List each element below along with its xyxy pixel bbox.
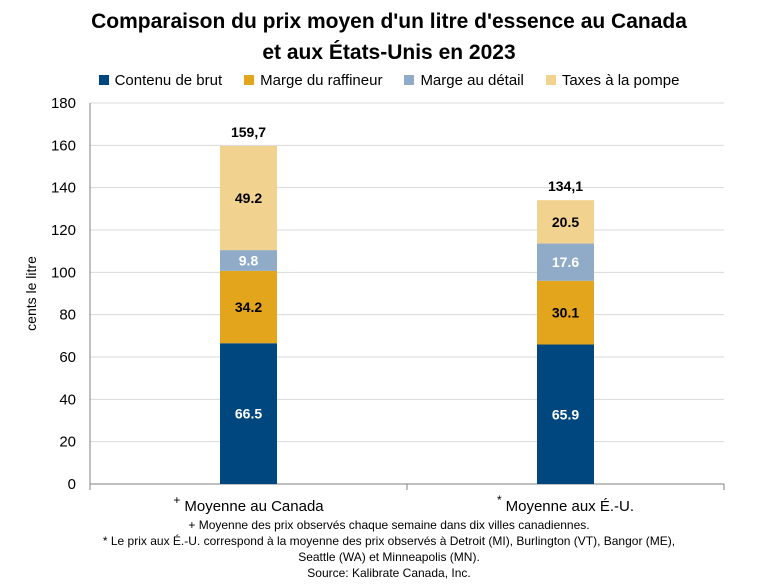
data-label: 17.6 xyxy=(552,254,579,270)
bar-segment xyxy=(537,200,594,244)
bar-segment xyxy=(537,243,594,281)
y-tick-label: 40 xyxy=(59,391,76,408)
category-text: Moyenne au Canada xyxy=(184,498,324,515)
data-label: 34.2 xyxy=(235,299,262,315)
footnote-canada: + Moyenne des prix observés chaque semai… xyxy=(188,518,590,532)
bar-segment xyxy=(537,280,594,345)
data-label: 9.8 xyxy=(239,252,259,268)
legend-swatch xyxy=(244,75,255,85)
legend-item-retail: Marge au détail xyxy=(404,71,524,89)
y-tick-label: 60 xyxy=(59,349,76,366)
footnotes: + Moyenne des prix observés chaque semai… xyxy=(0,517,778,581)
bar-segment xyxy=(220,250,277,271)
legend-swatch xyxy=(404,75,415,85)
total-label: 159,7 xyxy=(231,124,266,140)
category-marker: * xyxy=(497,493,502,507)
chart-legend: Contenu de brut Marge du raffineur Marge… xyxy=(0,70,778,90)
y-tick-label: 140 xyxy=(51,180,76,197)
bar-segment xyxy=(220,145,277,251)
category-text: Moyenne aux É.-U. xyxy=(506,498,634,515)
footnote-source: Source: Kalibrate Canada, Inc. xyxy=(307,566,471,580)
x-category-label: + Moyenne au Canada xyxy=(173,493,324,515)
legend-label: Marge au détail xyxy=(420,71,524,89)
legend-swatch xyxy=(545,75,556,85)
legend-label: Taxes à la pompe xyxy=(561,71,680,89)
legend-label: Marge du raffineur xyxy=(260,71,383,89)
bar-segment xyxy=(220,343,277,484)
y-tick-label: 100 xyxy=(51,264,76,281)
y-tick-label: 20 xyxy=(59,434,76,451)
chart-title: Comparaison du prix moyen d'un litre d'e… xyxy=(0,6,778,68)
data-label: 20.5 xyxy=(552,214,579,230)
footnote-us: * Le prix aux É.-U. correspond à la moye… xyxy=(102,534,676,548)
x-category-label: * Moyenne aux É.-U. xyxy=(497,493,634,515)
bar-segment xyxy=(537,344,594,484)
y-axis-label: cents le litre xyxy=(23,256,39,331)
legend-item-refining: Marge du raffineur xyxy=(244,72,382,89)
legend-label: Contenu de brut xyxy=(114,71,223,89)
legend-item-crude: Contenu de brut xyxy=(98,71,223,89)
y-tick-label: 120 xyxy=(51,222,76,239)
chart-title-line-2: et aux États-Unis en 2023 xyxy=(262,41,516,64)
y-tick-label: 80 xyxy=(59,307,76,324)
data-label: 30.1 xyxy=(552,305,579,321)
chart-title-line-1: Comparaison du prix moyen d'un litre d'e… xyxy=(91,10,687,33)
legend-swatch xyxy=(98,75,109,85)
y-tick-label: 160 xyxy=(51,137,76,154)
data-label: 65.9 xyxy=(552,406,579,422)
y-tick-label: 180 xyxy=(51,95,76,112)
data-label: 66.5 xyxy=(235,406,262,422)
bar-segment xyxy=(220,270,277,344)
y-tick-label: 0 xyxy=(68,476,76,493)
chart-plot: 0 20 40 60 80 100 120 140 160 180 cents le litre 66… xyxy=(23,95,725,515)
legend-item-taxes: Taxes à la pompe xyxy=(545,71,680,89)
footnote-us-cont: Seattle (WA) et Minneapolis (MN). xyxy=(298,550,480,564)
data-label: 49.2 xyxy=(235,190,262,206)
category-marker: + xyxy=(173,493,180,507)
total-label: 134,1 xyxy=(548,178,583,194)
